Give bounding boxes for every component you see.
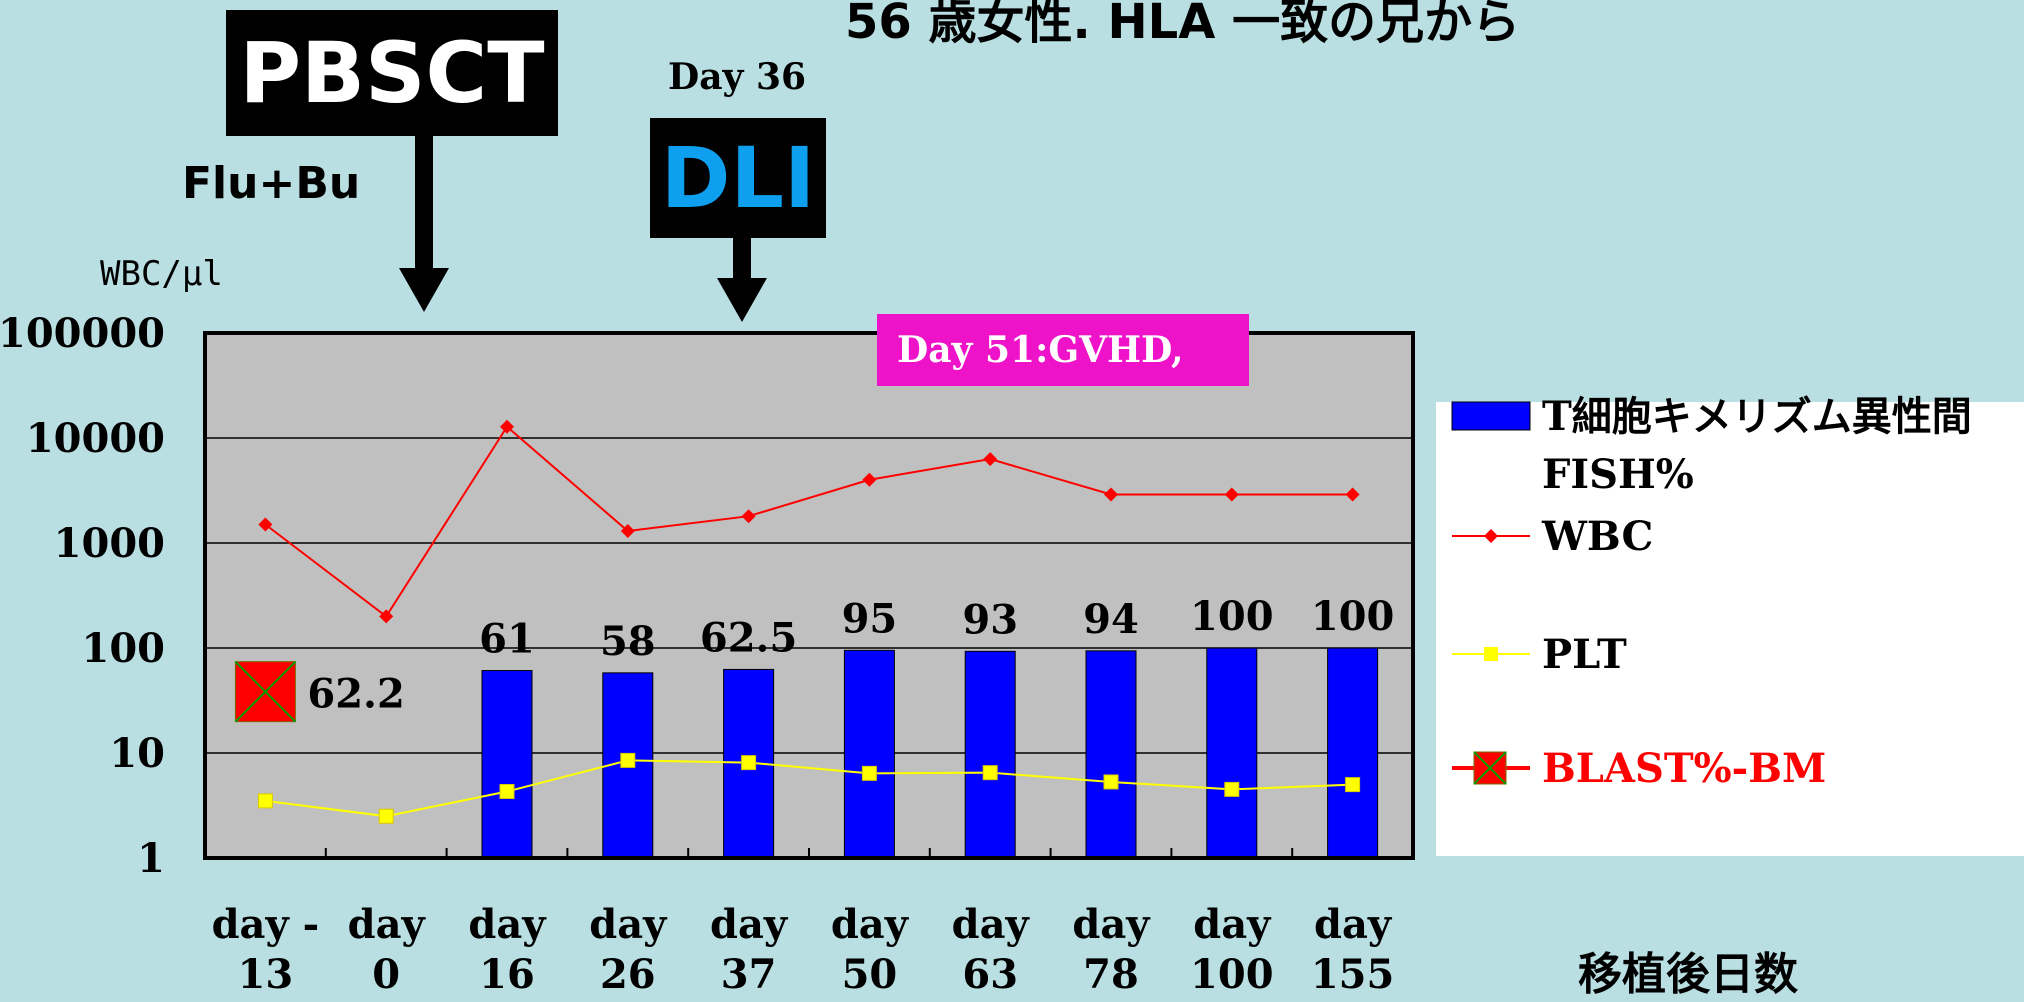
x-tick-label: 63 [962, 951, 1018, 998]
x-tick-label: 100 [1190, 951, 1274, 998]
x-tick-label: day - [212, 901, 320, 948]
y-tick-label: 100000 [0, 310, 165, 357]
x-tick-label: 0 [372, 951, 400, 998]
gvhd-label: Day 51:GVHD, [897, 329, 1184, 371]
plt-line [265, 759, 1353, 818]
x-tick-label: day [1314, 901, 1393, 948]
wbc-line [264, 425, 1353, 618]
plot-border [203, 331, 1415, 860]
legend-wbc-label: WBC [1541, 513, 1653, 560]
y-tick-label: 1000 [54, 520, 165, 567]
x-tick-label: day [952, 901, 1031, 948]
bar [1327, 647, 1379, 859]
y-tick-label: 100 [82, 625, 166, 672]
wbc-point [862, 472, 877, 487]
bar-value-label: 93 [962, 596, 1018, 643]
x-tick-label: day [468, 901, 547, 948]
plt-point [499, 783, 515, 799]
x-tick-label: 13 [238, 951, 294, 998]
legend-bar-label: T細胞キメリズム異性間 [1542, 393, 1972, 440]
legend-blast-label: BLAST%-BM [1542, 745, 1826, 792]
wbc-point [258, 517, 273, 532]
wbc-point [1345, 487, 1360, 502]
y-tick-label: 10000 [26, 415, 165, 462]
plt-point [1103, 774, 1119, 790]
legend-plt-label: PLT [1542, 631, 1627, 678]
dli-arrow-shaft [733, 236, 751, 280]
x-tick-label: day [589, 901, 668, 948]
bar [964, 650, 1016, 859]
bar-value-label: 95 [842, 595, 898, 642]
y-tick-label: 10 [109, 730, 165, 777]
bar-value-label: 100 [1311, 593, 1395, 640]
bar [843, 649, 895, 859]
plt-point [620, 752, 636, 768]
x-tick-label: 37 [721, 951, 777, 998]
x-tick-label: day [348, 901, 427, 948]
wbc-point [1104, 487, 1118, 502]
bar-value-label: 58 [600, 618, 656, 665]
y-axis-label: WBC/μl [100, 254, 223, 294]
legend-bar-swatch [1451, 401, 1531, 431]
plt-point [982, 765, 998, 781]
blast-value-label: 62.2 [307, 671, 404, 718]
x-axis-title: 移植後日数 [1578, 949, 1798, 1000]
bar-value-label: 62.5 [700, 614, 797, 661]
wbc-point [500, 419, 514, 434]
dli-arrow-head [717, 278, 767, 322]
x-tick-label: day [1193, 901, 1272, 948]
blast-marker-cross [234, 660, 297, 723]
day36-label: Day 36 [668, 56, 807, 98]
flu-bu-label: Flu+Bu [182, 158, 361, 209]
bar [1085, 650, 1137, 859]
x-tick-label: 50 [842, 951, 898, 998]
x-tick-label: 155 [1311, 951, 1395, 998]
bar-value-label: 100 [1190, 593, 1274, 640]
dli-label-box: DLI [650, 118, 826, 238]
wbc-point [1224, 487, 1239, 502]
wbc-point [620, 524, 635, 539]
pbsct-arrow-head [399, 268, 449, 312]
pbsct-arrow-shaft [415, 136, 433, 270]
x-tick-label: day [831, 901, 910, 948]
wbc-point [379, 609, 394, 624]
bar [1206, 647, 1258, 859]
plt-point [1345, 777, 1361, 793]
plt-point [378, 808, 394, 824]
x-tick-label: day [1072, 901, 1151, 948]
bar [481, 670, 533, 859]
gvhd-label-box: Day 51:GVHD, [877, 314, 1249, 386]
y-tick-label: 1 [137, 835, 165, 882]
pbsct-label: PBSCT [239, 24, 545, 122]
x-tick-label: 26 [600, 951, 656, 998]
bar-value-label: 61 [479, 616, 535, 663]
plt-point [1224, 781, 1240, 797]
chart-title: 56 歳女性. HLA 一致の兄から [845, 0, 1521, 50]
legend-bar-label-2: FISH% [1542, 451, 1694, 498]
x-tick-label: 16 [479, 951, 535, 998]
wbc-point [741, 509, 756, 524]
plt-point [741, 755, 757, 771]
plt-point [861, 765, 877, 781]
legend [1436, 402, 2024, 856]
x-tick-label: 78 [1083, 951, 1139, 998]
arrows [399, 136, 767, 322]
plt-point [257, 793, 273, 809]
dli-label: DLI [660, 129, 816, 227]
bar-value-label: 94 [1083, 596, 1139, 643]
legend-plt-marker [1484, 647, 1498, 661]
x-tick-label: day [710, 901, 789, 948]
pbsct-label-box: PBSCT [226, 10, 558, 136]
wbc-point [983, 452, 998, 467]
legend-wbc-marker [1484, 529, 1498, 543]
legend-blast-cross [1473, 751, 1507, 785]
